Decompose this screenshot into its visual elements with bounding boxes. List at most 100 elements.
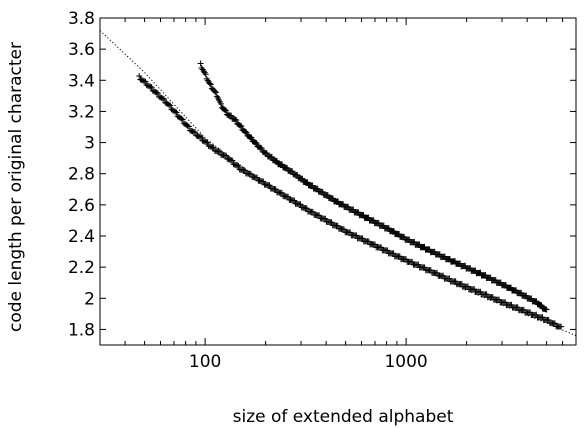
data-point-plus [253, 140, 260, 147]
data-point-plus [207, 81, 214, 88]
x-tick-label: 100 [189, 352, 221, 372]
data-point-plus [291, 197, 298, 204]
data-point-plus [533, 298, 540, 305]
data-point-plus [242, 128, 249, 135]
data-point-plus [235, 163, 242, 170]
data-point-plus [299, 175, 306, 182]
data-point-plus [148, 84, 155, 91]
data-point-plus [543, 306, 550, 313]
y-tick-label: 2 [84, 289, 95, 309]
data-point-plus [223, 107, 230, 114]
data-point-plus [198, 134, 205, 141]
data-point-plus [184, 122, 191, 129]
data-point-plus [390, 250, 397, 257]
data-point-plus [285, 193, 292, 200]
data-point-plus [185, 123, 192, 130]
y-tick-label: 3.4 [68, 71, 95, 91]
data-point-plus [278, 189, 285, 196]
data-point-plus [272, 186, 279, 193]
data-point-plus [159, 95, 166, 102]
series-2 [197, 60, 550, 313]
data-point-plus [202, 71, 209, 78]
plot-frame [99, 17, 577, 346]
y-tick-label: 3.6 [68, 40, 95, 60]
data-point-plus [233, 117, 240, 124]
data-point-plus [247, 170, 254, 177]
data-point-plus [232, 116, 239, 123]
data-point-plus [153, 89, 160, 96]
data-point-plus [314, 185, 321, 192]
data-point-plus [279, 161, 286, 168]
data-point-plus [238, 123, 245, 130]
data-point-plus [248, 134, 255, 141]
data-point-plus [324, 192, 331, 199]
data-point-plus [316, 212, 323, 219]
data-point-plus [538, 302, 545, 309]
data-point-plus [319, 188, 326, 195]
data-point-plus [258, 145, 265, 152]
data-point-plus [254, 174, 261, 181]
data-point-plus [192, 129, 199, 136]
data-point-plus [263, 150, 270, 157]
data-point-plus [241, 167, 248, 174]
data-point-plus [210, 144, 217, 151]
data-point-plus [303, 205, 310, 212]
data-point-plus [147, 83, 154, 90]
data-point-plus [545, 316, 552, 323]
data-point-plus [165, 101, 172, 108]
data-point-plus [178, 115, 185, 122]
data-point-plus [551, 320, 558, 327]
data-point-plus [558, 323, 565, 330]
data-point-plus [304, 179, 311, 186]
y-tick-label: 2.4 [68, 227, 95, 247]
data-point-plus [211, 88, 218, 95]
data-point-plus [167, 102, 174, 109]
data-point-plus [197, 60, 204, 67]
data-point-plus [289, 168, 296, 175]
data-point-plus [268, 154, 275, 161]
data-point-plus [222, 106, 229, 113]
data-point-plus [294, 171, 301, 178]
y-tick-label: 3 [84, 134, 95, 154]
data-point-plus [141, 78, 148, 85]
y-tick-label: 1.8 [68, 320, 95, 340]
y-tick-label: 2.2 [68, 258, 95, 278]
data-point-plus [297, 201, 304, 208]
data-point-plus [161, 96, 168, 103]
plot-area [99, 30, 577, 337]
data-point-plus [154, 90, 161, 97]
data-point-plus [142, 78, 149, 85]
x-axis-label: size of extended alphabet [233, 407, 454, 427]
data-point-plus [179, 116, 186, 123]
y-tick-label: 3.2 [68, 102, 95, 122]
data-point-plus [309, 182, 316, 189]
data-point-plus [212, 89, 219, 96]
data-point-plus [173, 109, 180, 116]
data-point-plus [384, 247, 391, 254]
data-point-plus [223, 152, 230, 159]
data-point-plus [284, 164, 291, 171]
series-1 [136, 72, 565, 330]
data-point-plus [273, 157, 280, 164]
y-tick-label: 2.8 [68, 165, 95, 185]
data-point-plus [216, 148, 223, 155]
x-tick-label: 1000 [384, 352, 427, 372]
y-tick-label: 3.8 [68, 9, 95, 29]
data-point-plus [228, 112, 235, 119]
data-point-plus [309, 208, 316, 215]
data-point-plus [237, 122, 244, 129]
data-point-plus [378, 244, 385, 251]
fit-curve-dotted [99, 30, 577, 337]
data-point-plus [217, 100, 224, 107]
y-axis-label: code length per original character [6, 42, 26, 332]
data-point-plus [172, 108, 179, 115]
data-point-plus [322, 215, 329, 222]
data-point-plus [243, 129, 250, 136]
data-point-plus [329, 195, 336, 202]
y-tick-label: 2.6 [68, 196, 95, 216]
axes: 1.8 2 2.2 2.4 2.6 2.8 3 3.2 3.4 3.6 3.8 100 1000 [68, 9, 577, 372]
data-point-plus [136, 72, 143, 79]
data-point-plus [206, 80, 213, 87]
data-point-plus [204, 139, 211, 146]
